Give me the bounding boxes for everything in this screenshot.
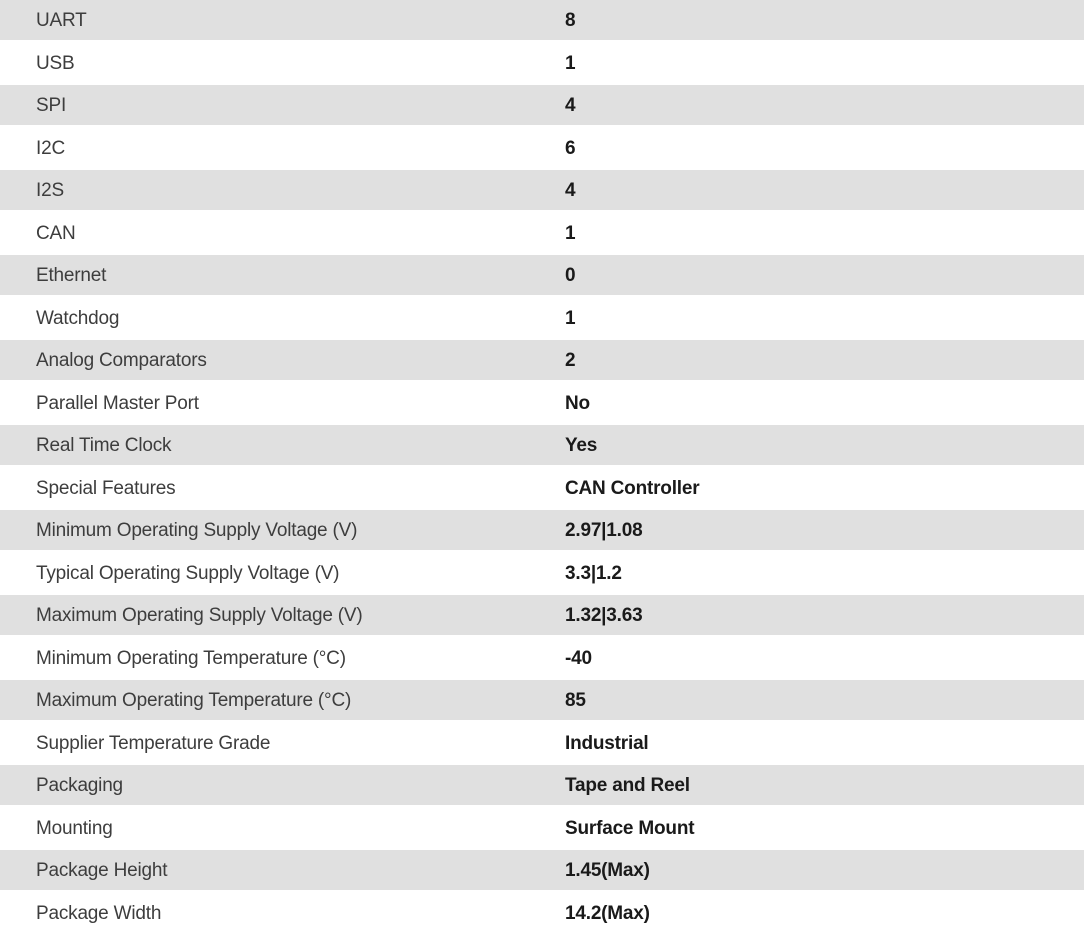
table-row: Minimum Operating Supply Voltage (V) 2.9… [0,510,1084,553]
table-row: Typical Operating Supply Voltage (V) 3.3… [0,552,1084,595]
spec-attribute-value: Industrial [565,732,649,754]
spec-attribute-label: Supplier Temperature Grade [36,732,271,754]
table-row: UART 8 [0,0,1084,43]
table-row: Maximum Operating Supply Voltage (V) 1.3… [0,595,1084,638]
spec-attribute-value: 1 [565,222,576,244]
spec-attribute-label: I2S [36,180,64,202]
spec-attribute-value: Yes [565,435,598,457]
spec-attribute-label: Watchdog [36,307,120,329]
spec-attribute-value: 1 [565,307,576,329]
spec-attribute-value: No [565,392,590,414]
table-row: Package Width 14.2(Max) [0,892,1084,935]
spec-attribute-value: 3.3|1.2 [565,562,622,584]
table-row: CAN 1 [0,212,1084,255]
table-row: Analog Comparators 2 [0,340,1084,383]
table-row: Packaging Tape and Reel [0,765,1084,808]
spec-attribute-value: 1.45(Max) [565,860,650,882]
spec-attribute-label: Minimum Operating Supply Voltage (V) [36,520,358,542]
spec-attribute-label: Package Height [36,860,168,882]
spec-attribute-label: Minimum Operating Temperature (°C) [36,647,346,669]
table-row: I2C 6 [0,127,1084,170]
table-row: Special Features CAN Controller [0,467,1084,510]
spec-attribute-value: CAN Controller [565,477,700,499]
table-row: Maximum Operating Temperature (°C) 85 [0,680,1084,723]
spec-attribute-value: 85 [565,690,586,712]
table-row: Minimum Operating Temperature (°C) -40 [0,637,1084,680]
spec-attribute-value: 4 [565,95,576,117]
spec-attribute-value: 2 [565,350,576,372]
spec-attribute-value: 1.32|3.63 [565,605,643,627]
spec-attribute-label: Ethernet [36,265,107,287]
table-row: USB 1 [0,42,1084,85]
spec-attribute-label: USB [36,52,75,74]
spec-attribute-label: Mounting [36,817,113,839]
table-row: Supplier Temperature Grade Industrial [0,722,1084,765]
spec-attribute-value: 1 [565,52,576,74]
table-row: I2S 4 [0,170,1084,213]
spec-attribute-label: UART [36,10,87,32]
table-row: Ethernet 0 [0,255,1084,298]
table-row: Real Time Clock Yes [0,425,1084,468]
spec-attribute-value: 4 [565,180,576,202]
table-row: Watchdog 1 [0,297,1084,340]
spec-attribute-value: -40 [565,647,592,669]
spec-attribute-value: 8 [565,10,576,32]
spec-attribute-value: 0 [565,265,576,287]
spec-attribute-label: Analog Comparators [36,350,207,372]
spec-attribute-value: 14.2(Max) [565,902,650,924]
table-row: SPI 4 [0,85,1084,128]
spec-attribute-value: Surface Mount [565,817,695,839]
spec-attribute-label: SPI [36,95,67,117]
spec-attribute-value: 6 [565,137,576,159]
spec-attribute-value: 2.97|1.08 [565,520,643,542]
table-row: Mounting Surface Mount [0,807,1084,850]
table-row: Parallel Master Port No [0,382,1084,425]
spec-attribute-value: Tape and Reel [565,775,690,797]
spec-attribute-label: Maximum Operating Temperature (°C) [36,690,352,712]
spec-attribute-label: CAN [36,222,76,244]
spec-attribute-label: Special Features [36,477,176,499]
spec-attribute-label: Package Width [36,902,162,924]
spec-attribute-label: Real Time Clock [36,435,172,457]
table-row: Package Height 1.45(Max) [0,850,1084,893]
spec-attribute-label: Typical Operating Supply Voltage (V) [36,562,340,584]
spec-attribute-label: Packaging [36,775,123,797]
spec-attribute-label: I2C [36,137,65,159]
spec-attribute-label: Maximum Operating Supply Voltage (V) [36,605,363,627]
spec-attribute-label: Parallel Master Port [36,392,199,414]
